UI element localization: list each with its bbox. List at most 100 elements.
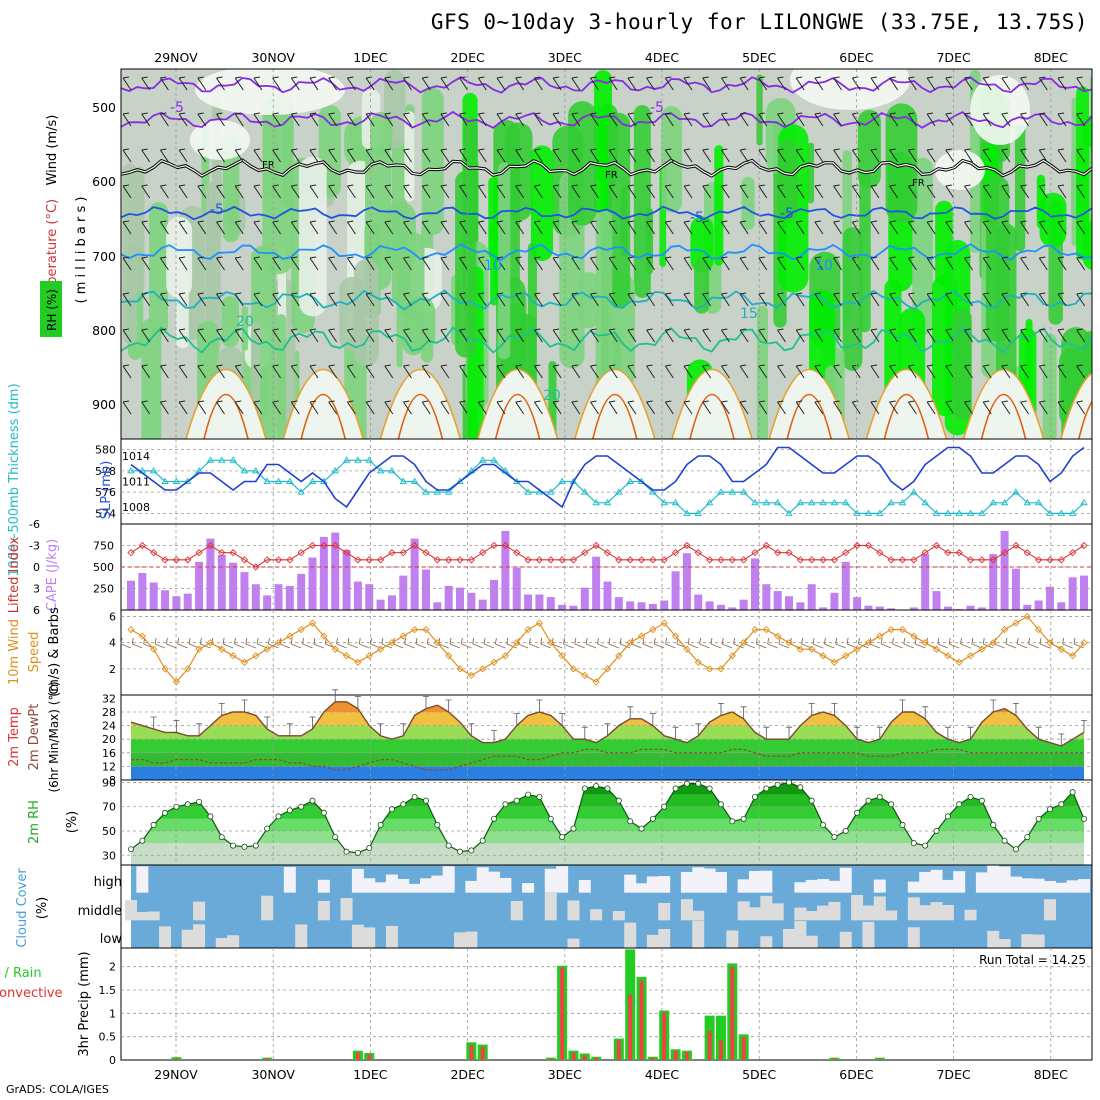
temp-tick: 28 bbox=[102, 706, 116, 719]
cloud-cell bbox=[658, 903, 670, 920]
cape-bar bbox=[592, 557, 600, 610]
rh-marker bbox=[684, 781, 689, 786]
minmax-bar bbox=[831, 703, 837, 715]
cloud-cell bbox=[420, 878, 432, 892]
rh-marker bbox=[514, 798, 519, 803]
rh-marker bbox=[616, 798, 621, 803]
temp-tick: 20 bbox=[102, 733, 116, 746]
rh-marker bbox=[333, 834, 338, 839]
cloud-cell bbox=[783, 929, 795, 948]
contour-label: FR bbox=[605, 170, 618, 181]
cloud-cell bbox=[794, 882, 806, 892]
cape-bar bbox=[717, 605, 725, 610]
contour-label: 15 bbox=[740, 306, 758, 322]
rh-marker bbox=[185, 802, 190, 807]
rh-marker bbox=[934, 828, 939, 833]
wind-label: Wind (m/s) bbox=[45, 115, 60, 186]
cape-bar bbox=[138, 573, 146, 610]
date-label-top: 2DEC bbox=[450, 50, 484, 65]
cloud-label: Cloud Cover bbox=[15, 868, 30, 948]
cape-bar bbox=[422, 570, 430, 610]
cloud-cell bbox=[159, 926, 171, 948]
rh-label: RH (%) bbox=[45, 289, 59, 331]
cloud-cell bbox=[658, 876, 670, 893]
minmax-bar bbox=[899, 700, 905, 712]
cloud-cell bbox=[545, 893, 557, 920]
rh-marker bbox=[1036, 816, 1041, 821]
rh-marker bbox=[469, 848, 474, 853]
precip-convective-bar bbox=[832, 1059, 836, 1060]
date-label-bottom: 1DEC bbox=[353, 1067, 387, 1082]
cloud-cell bbox=[874, 896, 886, 920]
cape-bar bbox=[967, 606, 975, 610]
cape-bar bbox=[547, 597, 555, 610]
temp-label-2: 2m DewPt bbox=[27, 704, 42, 771]
cloud-cell bbox=[681, 872, 693, 893]
cloud-cell bbox=[749, 907, 761, 920]
rh-band bbox=[694, 258, 709, 314]
rh-marker bbox=[571, 826, 576, 831]
temp-tick: 16 bbox=[102, 747, 116, 760]
cape-bar bbox=[785, 596, 793, 610]
cloud-cell bbox=[136, 912, 148, 920]
precip-convective-bar bbox=[674, 1051, 678, 1060]
cloud-cell bbox=[397, 879, 409, 893]
rh-tick: 30 bbox=[102, 849, 116, 862]
precip-tick: 2 bbox=[109, 961, 116, 974]
precip-convective-bar bbox=[594, 1058, 598, 1060]
rh-band bbox=[1037, 175, 1045, 229]
pressure-tick: 800 bbox=[92, 323, 116, 338]
cape-bar bbox=[740, 600, 748, 610]
cape-bar bbox=[921, 554, 929, 610]
date-label-top: 1DEC bbox=[353, 50, 387, 65]
cloud-cell bbox=[193, 924, 205, 948]
cloud-cell bbox=[999, 939, 1011, 948]
cloud-cell bbox=[817, 906, 829, 921]
temp-band bbox=[121, 766, 1092, 780]
minmax-bar bbox=[673, 727, 679, 739]
cape-bar bbox=[343, 550, 351, 610]
li-tick: -6 bbox=[29, 518, 40, 531]
rh-marker bbox=[1025, 834, 1030, 839]
rh-marker bbox=[480, 838, 485, 843]
contour-label: -5 bbox=[210, 202, 224, 218]
cape-bar bbox=[195, 562, 203, 610]
cloud-cell bbox=[318, 901, 330, 920]
rh-marker bbox=[423, 798, 428, 803]
rh-marker bbox=[854, 810, 859, 815]
rh-marker bbox=[775, 782, 780, 787]
cloud-cell bbox=[658, 929, 670, 948]
rh-marker bbox=[605, 786, 610, 791]
cape-bar bbox=[467, 593, 475, 610]
pressure-tick: 900 bbox=[92, 397, 116, 412]
cape-tick: 250 bbox=[93, 583, 114, 596]
rh-panel: 907050302m RH (%) bbox=[27, 776, 1092, 865]
rh-marker bbox=[718, 802, 723, 807]
rh-marker bbox=[208, 814, 213, 819]
rh-band bbox=[277, 314, 286, 468]
precip-label-1: Total / Rain bbox=[0, 966, 42, 981]
cloud-cell bbox=[987, 931, 999, 948]
contour-label: 10 bbox=[484, 258, 502, 274]
date-label-top: 30NOV bbox=[251, 50, 295, 65]
minmax-bar bbox=[241, 700, 247, 712]
cloud-cell bbox=[522, 883, 534, 893]
rh-marker bbox=[979, 798, 984, 803]
precip-convective-bar bbox=[685, 1052, 689, 1060]
contour-label: 10 bbox=[815, 258, 833, 274]
cloud-cell bbox=[567, 900, 579, 920]
rh-marker bbox=[231, 843, 236, 848]
rh-marker bbox=[435, 822, 440, 827]
cloud-cell bbox=[738, 901, 750, 920]
thickness-marker bbox=[1081, 500, 1087, 505]
wind-panel: 64210m Wind Speed (m/s) & Barbs bbox=[7, 607, 1092, 697]
contour-label: FR bbox=[912, 178, 925, 189]
cape-bar bbox=[240, 572, 248, 610]
minmax-bar bbox=[173, 720, 179, 732]
minmax-bar bbox=[627, 707, 633, 719]
pressure-axis-label: ( m i l l i b a r s ) bbox=[74, 197, 89, 304]
li-tick: 6 bbox=[33, 604, 40, 617]
cloud-cell bbox=[386, 926, 398, 948]
cloud-cell bbox=[636, 883, 648, 892]
date-label-top: 7DEC bbox=[936, 50, 970, 65]
